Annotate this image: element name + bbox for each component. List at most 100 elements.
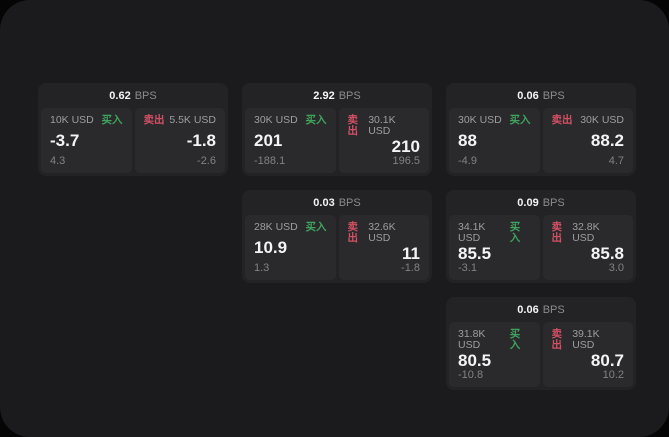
quote-panels: 10K USD 买入 -3.7 4.3 卖出 5.5K USD -1.8 -2.…: [41, 108, 225, 173]
sell-panel[interactable]: 卖出 30.1K USD 210 196.5: [338, 108, 429, 173]
sell-size-label: 30.1K USD: [368, 114, 396, 137]
buy-side-label: 买入: [509, 221, 521, 244]
buy-price: 85.5: [458, 243, 492, 263]
sell-side-label: 卖出: [551, 221, 563, 244]
buy-sub-value: -3.1: [458, 262, 477, 274]
buy-panel[interactable]: 28K USD 买入 10.9 1.3: [245, 215, 336, 280]
sell-price: 210: [391, 136, 420, 156]
sell-sub-value: 10.2: [602, 369, 624, 381]
sell-side-label: 卖出: [347, 114, 359, 137]
quote-panels: 28K USD 买入 10.9 1.3 卖出 32.6K USD 11 -1.8: [245, 215, 429, 280]
buy-panel-top: 31.8K USD 买入: [458, 329, 531, 350]
sell-panel-top: 卖出 39.1K USD: [552, 329, 625, 350]
sell-panel[interactable]: 卖出 5.5K USD -1.8 -2.6: [134, 108, 225, 173]
buy-panel-top: 30K USD 买入: [458, 115, 531, 126]
bps-unit-label: BPS: [542, 303, 565, 316]
quote-panels: 30K USD 买入 88 -4.9 卖出 30K USD 88.2 4.7: [449, 108, 633, 173]
sell-side-label: 卖出: [551, 114, 573, 126]
buy-panel-top: 10K USD 买入: [50, 115, 123, 126]
sell-side-label: 卖出: [347, 221, 359, 244]
buy-price: 201: [254, 131, 283, 151]
buy-size-label: 30K USD: [254, 114, 298, 126]
sell-sub-value: 3.0: [608, 262, 624, 274]
bps-unit-label: BPS: [542, 196, 565, 209]
sell-panel[interactable]: 卖出 30K USD 88.2 4.7: [542, 108, 633, 173]
card-header: 2.92 BPS: [245, 83, 429, 108]
buy-panel[interactable]: 10K USD 买入 -3.7 4.3: [41, 108, 132, 173]
sell-panel-top: 卖出 32.6K USD: [348, 222, 421, 243]
quote-card: 0.09 BPS 34.1K USD 买入 85.5 -3.1 卖出 32.8K…: [446, 190, 636, 283]
buy-sub-value: -10.8: [458, 369, 484, 381]
buy-size-label: 30K USD: [458, 114, 502, 126]
buy-price: 10.9: [254, 238, 288, 258]
buy-panel-top: 30K USD 买入: [254, 115, 327, 126]
quote-panels: 34.1K USD 买入 85.5 -3.1 卖出 32.8K USD 85.8…: [449, 215, 633, 280]
sell-panel[interactable]: 卖出 32.8K USD 85.8 3.0: [542, 215, 633, 280]
sell-price: 88.2: [590, 131, 624, 151]
sell-sub-value: 196.5: [392, 155, 420, 167]
bps-spread-value: 0.03: [313, 196, 335, 209]
buy-size-label: 28K USD: [254, 221, 298, 233]
buy-panel[interactable]: 31.8K USD 买入 80.5 -10.8: [449, 322, 540, 387]
sell-side-label: 卖出: [143, 114, 165, 126]
quote-panels: 31.8K USD 买入 80.5 -10.8 卖出 39.1K USD 80.…: [449, 322, 633, 387]
bps-unit-label: BPS: [542, 89, 565, 102]
sell-size-label: 39.1K USD: [572, 328, 600, 351]
buy-size-label: 10K USD: [50, 114, 94, 126]
buy-panel-top: 28K USD 买入: [254, 222, 327, 233]
card-header: 0.06 BPS: [449, 297, 633, 322]
sell-panel[interactable]: 卖出 32.6K USD 11 -1.8: [338, 215, 429, 280]
sell-panel-top: 卖出 32.8K USD: [552, 222, 625, 243]
buy-side-label: 买入: [101, 114, 123, 126]
sell-panel-top: 卖出 30.1K USD: [348, 115, 421, 136]
bps-unit-label: BPS: [134, 89, 157, 102]
bps-spread-value: 0.06: [517, 89, 539, 102]
sell-sub-value: 4.7: [608, 155, 624, 167]
sell-sub-value: -2.6: [197, 155, 216, 167]
quote-card: 0.06 BPS 30K USD 买入 88 -4.9 卖出 30K USD 8…: [446, 83, 636, 176]
buy-price: 80.5: [458, 350, 492, 370]
buy-panel[interactable]: 34.1K USD 买入 85.5 -3.1: [449, 215, 540, 280]
sell-sub-value: -1.8: [401, 262, 420, 274]
card-header: 0.09 BPS: [449, 190, 633, 215]
buy-side-label: 买入: [509, 114, 531, 126]
card-header: 0.62 BPS: [41, 83, 225, 108]
sell-panel-top: 卖出 5.5K USD: [144, 115, 217, 126]
buy-panel[interactable]: 30K USD 买入 201 -188.1: [245, 108, 336, 173]
buy-panel[interactable]: 30K USD 买入 88 -4.9: [449, 108, 540, 173]
buy-size-label: 31.8K USD: [458, 328, 486, 351]
sell-panel-top: 卖出 30K USD: [552, 115, 625, 126]
sell-size-label: 32.6K USD: [368, 221, 396, 244]
sell-price: -1.8: [186, 131, 216, 151]
buy-size-label: 34.1K USD: [458, 221, 486, 244]
sell-price: 11: [402, 243, 420, 263]
quote-panels: 30K USD 买入 201 -188.1 卖出 30.1K USD 210 1…: [245, 108, 429, 173]
quote-card: 0.62 BPS 10K USD 买入 -3.7 4.3 卖出 5.5K USD…: [38, 83, 228, 176]
cards-grid: 0.62 BPS 10K USD 买入 -3.7 4.3 卖出 5.5K USD…: [38, 83, 636, 390]
sell-price: 80.7: [590, 350, 624, 370]
buy-sub-value: 4.3: [50, 155, 66, 167]
sell-side-label: 卖出: [551, 328, 563, 351]
buy-side-label: 买入: [509, 328, 521, 351]
bps-spread-value: 0.09: [517, 196, 539, 209]
buy-sub-value: -188.1: [254, 155, 286, 167]
bps-unit-label: BPS: [338, 89, 361, 102]
sell-size-label: 30K USD: [580, 114, 624, 126]
sell-panel[interactable]: 卖出 39.1K USD 80.7 10.2: [542, 322, 633, 387]
bps-spread-value: 0.06: [517, 303, 539, 316]
buy-sub-value: 1.3: [254, 262, 270, 274]
buy-side-label: 买入: [305, 221, 327, 233]
buy-sub-value: -4.9: [458, 155, 477, 167]
card-header: 0.03 BPS: [245, 190, 429, 215]
sell-size-label: 5.5K USD: [169, 114, 216, 126]
bps-spread-value: 2.92: [313, 89, 335, 102]
quote-card: 0.06 BPS 31.8K USD 买入 80.5 -10.8 卖出 39.1…: [446, 297, 636, 390]
bps-unit-label: BPS: [338, 196, 361, 209]
sell-size-label: 32.8K USD: [572, 221, 600, 244]
buy-price: 88: [458, 131, 477, 151]
quote-card: 0.03 BPS 28K USD 买入 10.9 1.3 卖出 32.6K US…: [242, 190, 432, 283]
buy-price: -3.7: [50, 131, 80, 151]
bps-spread-value: 0.62: [109, 89, 131, 102]
buy-side-label: 买入: [305, 114, 327, 126]
